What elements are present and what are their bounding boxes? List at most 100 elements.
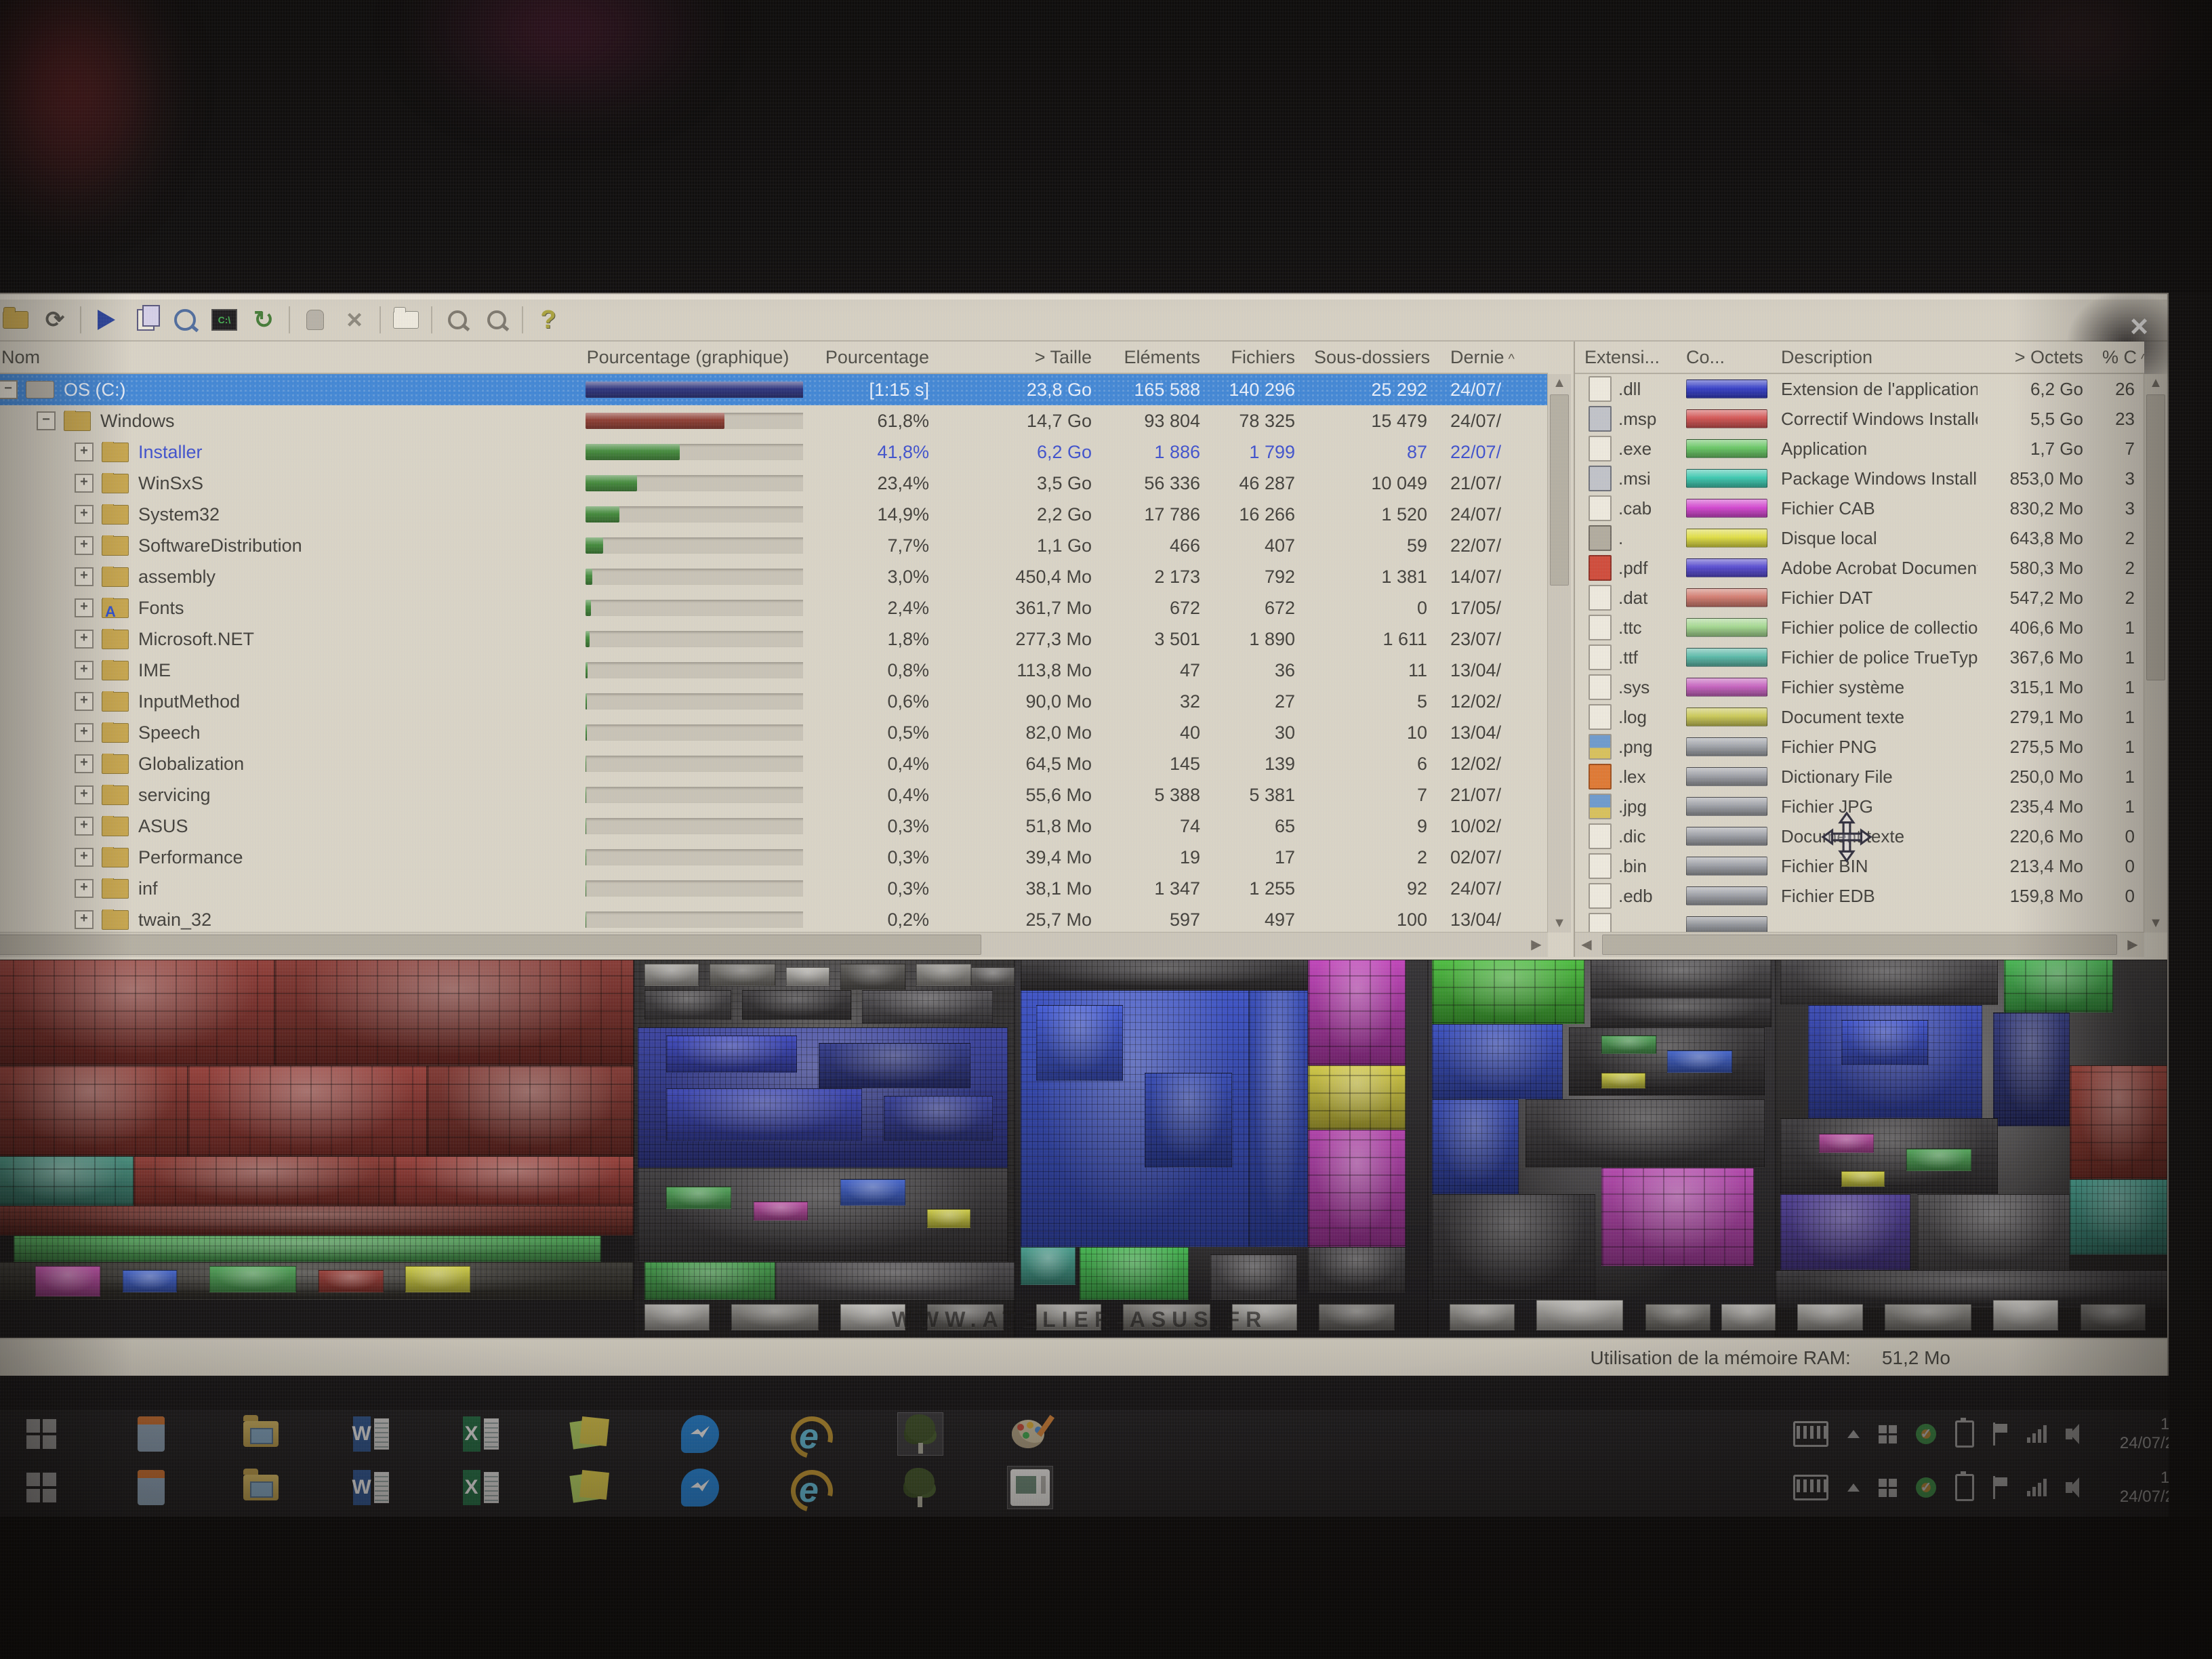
tree-row[interactable]: + Speech 0,5% 82,0 Mo 40 30 10 13/04/ xyxy=(0,717,1548,748)
column-header-nom[interactable]: Nom xyxy=(1,346,41,367)
expander-icon[interactable]: + xyxy=(75,505,94,524)
taskbar-item-word[interactable]: W xyxy=(348,1467,393,1509)
taskbar-item-start[interactable] xyxy=(19,1413,64,1455)
taskbar-item-msgr[interactable] xyxy=(678,1413,722,1455)
tree-row[interactable]: + Installer 41,8% 6,2 Go 1 886 1 799 87 22/07/ xyxy=(0,436,1548,468)
column-header--octets[interactable]: > Octets xyxy=(2014,346,2083,367)
treemap-block[interactable] xyxy=(1308,1130,1406,1248)
treemap-block[interactable] xyxy=(1591,997,1771,1028)
expander-icon[interactable]: + xyxy=(75,754,94,773)
windows-icon[interactable] xyxy=(1879,1478,1897,1497)
treemap-block[interactable] xyxy=(1021,1247,1076,1285)
speaker-icon[interactable] xyxy=(2066,1424,2079,1444)
antivirus-check-icon[interactable]: ✓ xyxy=(1916,1477,1936,1498)
tree-row[interactable]: + Globalization 0,4% 64,5 Mo 145 139 6 12/02/ xyxy=(0,748,1548,779)
treemap-block[interactable] xyxy=(840,1179,906,1206)
tree-row[interactable]: + ASUS 0,3% 51,8 Mo 74 65 9 10/02/ xyxy=(0,811,1548,842)
zoom-out-icon[interactable] xyxy=(478,304,515,336)
column-header-description[interactable]: Description xyxy=(1781,346,1873,367)
search-icon[interactable] xyxy=(167,304,203,336)
treemap-block[interactable] xyxy=(818,1042,971,1088)
treemap-block[interactable] xyxy=(1993,1012,2070,1126)
treemap-block[interactable] xyxy=(1666,1050,1732,1073)
expander-icon[interactable]: + xyxy=(75,879,94,898)
treemap-block[interactable] xyxy=(274,960,634,1066)
treemap-block[interactable] xyxy=(209,1265,297,1293)
column-header--taille[interactable]: > Taille xyxy=(1034,346,1092,367)
console-icon[interactable]: C:\ xyxy=(206,304,243,336)
taskbar-item-notes[interactable] xyxy=(568,1413,613,1455)
tree-row[interactable]: + InputMethod 0,6% 90,0 Mo 32 27 5 12/02/ xyxy=(0,686,1548,717)
treemap-block[interactable] xyxy=(1917,1193,2070,1270)
scrollbar-thumb[interactable] xyxy=(2146,394,2165,680)
windows-icon[interactable] xyxy=(1879,1425,1897,1443)
treemap-block[interactable] xyxy=(1432,1099,1519,1194)
caret-up-icon[interactable] xyxy=(1847,1483,1860,1492)
expander-icon[interactable]: + xyxy=(75,536,94,555)
treemap-block[interactable] xyxy=(35,1265,101,1296)
tree-row[interactable]: + twain_32 0,2% 25,7 Mo 597 497 100 13/04/ xyxy=(0,904,1548,933)
column-header--c[interactable]: % C ^ xyxy=(2093,347,2144,368)
expander-icon[interactable]: + xyxy=(75,567,94,586)
column-header-extensi-[interactable]: Extensi... xyxy=(1584,346,1660,367)
treemap-block[interactable] xyxy=(742,989,851,1021)
extension-row[interactable]: .dat Fichier DAT 547,2 Mo 2 xyxy=(1575,583,2144,613)
taskbar-item-ie[interactable]: e xyxy=(783,1410,841,1458)
treemap-block[interactable] xyxy=(2069,1179,2167,1255)
taskbar-item-folder[interactable] xyxy=(239,1467,283,1509)
battery-icon[interactable] xyxy=(1955,1471,1974,1501)
tree-row[interactable]: + WinSxS 23,4% 3,5 Go 56 336 46 287 10 049 21/0… xyxy=(0,468,1548,499)
treemap-block[interactable] xyxy=(1308,1247,1406,1293)
scroll-right-icon[interactable]: ▶ xyxy=(1531,937,1542,952)
column-header-sous-dossiers[interactable]: Sous-dossiers xyxy=(1314,346,1431,367)
extensions-vertical-scrollbar[interactable]: ▲ ▼ xyxy=(2144,374,2167,933)
extension-row[interactable]: .log Document texte 279,1 Mo 1 xyxy=(1575,702,2144,732)
taskbar-item-msgr[interactable] xyxy=(678,1467,722,1509)
speaker-icon[interactable] xyxy=(2066,1477,2079,1498)
treemap-block[interactable] xyxy=(14,1235,601,1263)
expander-icon[interactable]: − xyxy=(0,380,18,399)
copy-icon[interactable] xyxy=(127,304,164,336)
treemap-block[interactable] xyxy=(1210,1254,1297,1300)
taskbar-item-tree[interactable] xyxy=(897,1467,942,1509)
tree-row[interactable]: − OS (C:) [1:15 s] 23,8 Go 165 588 140 296 25 … xyxy=(0,374,1548,405)
extension-row[interactable]: .lex Dictionary File 250,0 Mo 1 xyxy=(1575,762,2144,792)
tree-row[interactable]: + IME 0,8% 113,8 Mo 47 36 11 13/04/ xyxy=(0,655,1548,686)
treemap-block[interactable] xyxy=(862,989,993,1024)
scrollbar-thumb[interactable] xyxy=(1550,394,1569,586)
taskbar-item-ie[interactable]: e xyxy=(783,1462,841,1517)
treemap-block[interactable] xyxy=(916,963,971,987)
expander-icon[interactable]: + xyxy=(75,630,94,649)
treemap-block[interactable] xyxy=(2004,960,2113,1013)
tree-row[interactable]: + servicing 0,4% 55,6 Mo 5 388 5 381 7 21/07/ xyxy=(0,779,1548,811)
close-icon[interactable]: × xyxy=(2130,308,2148,344)
treemap-block[interactable] xyxy=(1249,989,1309,1248)
extension-row[interactable]: .msp Correctif Windows Installer 5,5 Go 23 xyxy=(1575,404,2144,434)
expander-icon[interactable]: + xyxy=(75,785,94,804)
treemap-block[interactable] xyxy=(405,1265,471,1293)
treemap-block[interactable] xyxy=(1036,1004,1124,1081)
treemap-block[interactable] xyxy=(644,1262,775,1300)
treemap-block[interactable] xyxy=(1308,960,1406,1066)
caret-up-icon[interactable] xyxy=(1847,1430,1860,1438)
column-header-dernie[interactable]: Dernie ^ xyxy=(1450,346,1515,367)
treemap-block[interactable] xyxy=(1432,1193,1595,1300)
treemap-block[interactable] xyxy=(318,1269,384,1293)
extensions-horizontal-scrollbar[interactable]: ◀ ▶ xyxy=(1575,932,2144,957)
tree-row[interactable]: + assembly 3,0% 450,4 Mo 2 173 792 1 381 14/07/ xyxy=(0,561,1548,592)
treemap-block[interactable] xyxy=(427,1065,634,1157)
help-icon[interactable]: ? xyxy=(540,305,556,334)
expander-icon[interactable]: + xyxy=(75,848,94,867)
extension-row[interactable] xyxy=(1575,911,2144,933)
open-folder-icon[interactable] xyxy=(0,304,34,336)
extension-row[interactable]: .png Fichier PNG 275,5 Mo 1 xyxy=(1575,732,2144,762)
expander-icon[interactable]: + xyxy=(75,910,94,929)
scroll-up-icon[interactable]: ▲ xyxy=(2149,375,2163,390)
treemap-block[interactable] xyxy=(0,1065,188,1157)
treemap-block[interactable] xyxy=(1841,1171,1885,1187)
column-header-co-[interactable]: Co... xyxy=(1686,346,1725,367)
treemap-block[interactable] xyxy=(1432,960,1584,1024)
expander-icon[interactable]: + xyxy=(75,817,94,836)
taskbar-item-photoviewer[interactable] xyxy=(1007,1466,1053,1509)
treemap-block[interactable] xyxy=(644,989,732,1021)
